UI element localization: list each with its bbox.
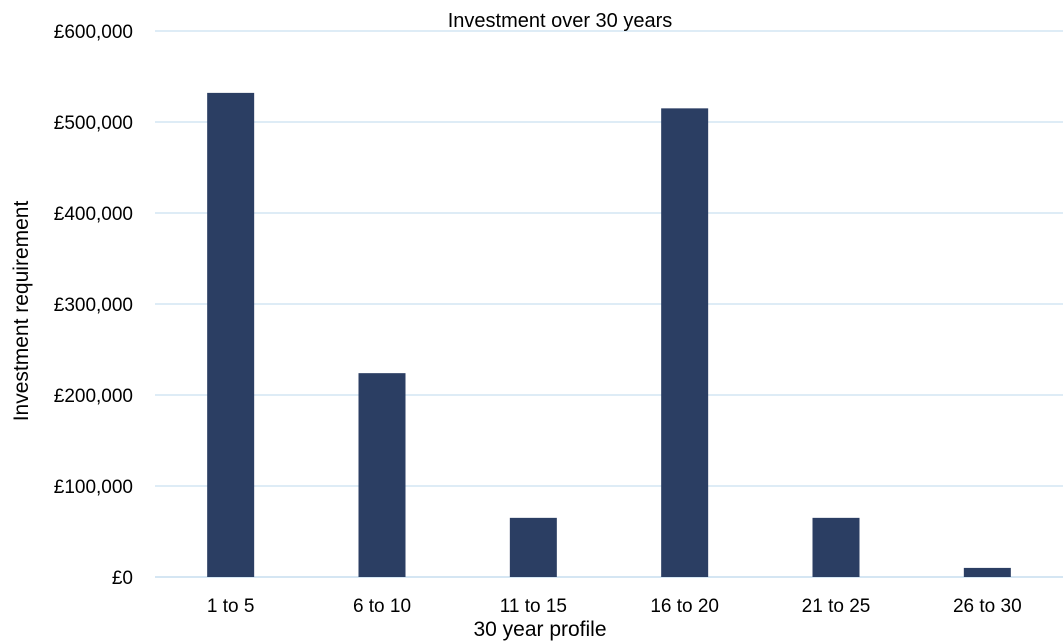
y-tick-label: £500,000 [54, 113, 133, 134]
x-tick-label: 21 to 25 [802, 596, 871, 617]
bar [509, 517, 557, 577]
x-tick-label: 1 to 5 [207, 596, 255, 617]
bar [207, 92, 255, 577]
y-tick-label: £600,000 [54, 22, 133, 43]
y-tick-label: £300,000 [54, 295, 133, 316]
x-tick-label: 11 to 15 [500, 596, 567, 617]
chart-title: Investment over 30 years [448, 10, 673, 32]
bar [661, 108, 709, 577]
y-tick-label: £100,000 [54, 477, 133, 498]
y-axis-title: Investment requirement [10, 201, 33, 422]
x-axis-title: 30 year profile [473, 618, 606, 641]
y-tick-label: £400,000 [54, 204, 133, 225]
gridlines [155, 30, 1063, 578]
bars [207, 92, 1011, 577]
x-axis-tick-labels: 1 to 5 6 to 10 11 to 15 16 to 20 21 to 25 26 … [207, 596, 1022, 617]
bar [358, 373, 406, 577]
y-axis-tick-labels: £0 £100,000 £200,000 £300,000 £400,000 £500,0… [54, 22, 133, 589]
y-tick-label: £0 [112, 568, 133, 589]
x-tick-label: 6 to 10 [353, 596, 411, 617]
bar [812, 517, 860, 577]
x-tick-label: 26 to 30 [953, 596, 1022, 617]
x-tick-label: 16 to 20 [650, 596, 719, 617]
y-tick-label: £200,000 [54, 386, 133, 407]
bar [963, 567, 1011, 577]
